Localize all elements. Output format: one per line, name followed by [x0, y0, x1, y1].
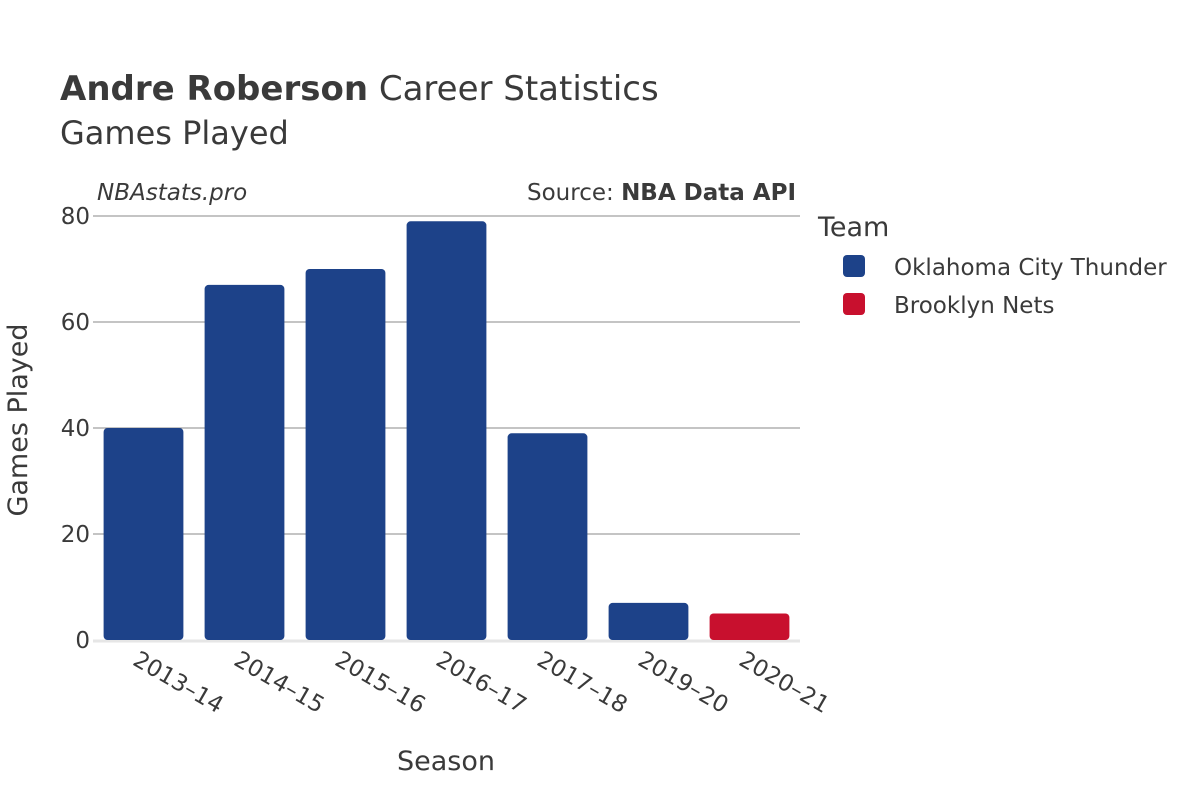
x-axis-ticks: 2013–14 2014–15 2015–16 2016–17 2017–18 2019–…: [129, 647, 834, 719]
bar-2020–21[interactable]: [709, 613, 790, 641]
y-tick-label: 20: [61, 522, 90, 548]
source-prefix: Source:: [527, 180, 621, 206]
y-tick-label: 60: [61, 310, 90, 336]
chart-title-rest: Career Statistics: [368, 69, 659, 109]
chart-subtitle: Games Played: [60, 114, 289, 152]
x-tick-label: 2015–16: [331, 647, 430, 719]
y-tick-label: 0: [75, 628, 90, 654]
legend-title: Team: [817, 212, 889, 243]
legend-item-label[interactable]: Oklahoma City Thunder: [894, 255, 1167, 281]
y-tick-label: 40: [61, 416, 90, 442]
bar-2013–14[interactable]: [103, 428, 184, 640]
source-name: NBA Data API: [621, 180, 796, 206]
bar-2016–17[interactable]: [406, 221, 487, 641]
legend-swatch: [843, 293, 865, 315]
x-tick-label: 2020–21: [735, 647, 834, 719]
x-tick-label: 2019–20: [634, 647, 733, 719]
bar-2014–15[interactable]: [204, 284, 285, 640]
legend: Oklahoma City Thunder Brooklyn Nets: [843, 255, 1167, 319]
bar-2019–20[interactable]: [608, 602, 689, 640]
x-tick-label: 2013–14: [129, 647, 228, 719]
source-label: Source: NBA Data API: [527, 180, 796, 206]
x-tick-label: 2014–15: [230, 647, 329, 719]
x-axis-title: Season: [397, 746, 495, 777]
chart-title: Andre Roberson Career Statistics: [60, 69, 659, 109]
x-tick-label: 2016–17: [432, 647, 531, 719]
y-axis-title: Games Played: [3, 323, 34, 516]
watermark: NBAstats.pro: [97, 180, 247, 206]
y-tick-label: 80: [61, 204, 90, 230]
bar-2015–16[interactable]: [305, 269, 386, 640]
y-axis-ticks: 0 20 40 60 80: [61, 204, 90, 654]
x-tick-label: 2017–18: [533, 647, 632, 719]
bar-2017–18[interactable]: [507, 433, 588, 640]
bars: [103, 221, 790, 641]
legend-item-label[interactable]: Brooklyn Nets: [894, 293, 1054, 319]
legend-swatch: [843, 255, 865, 277]
chart-title-name: Andre Roberson: [60, 69, 368, 109]
